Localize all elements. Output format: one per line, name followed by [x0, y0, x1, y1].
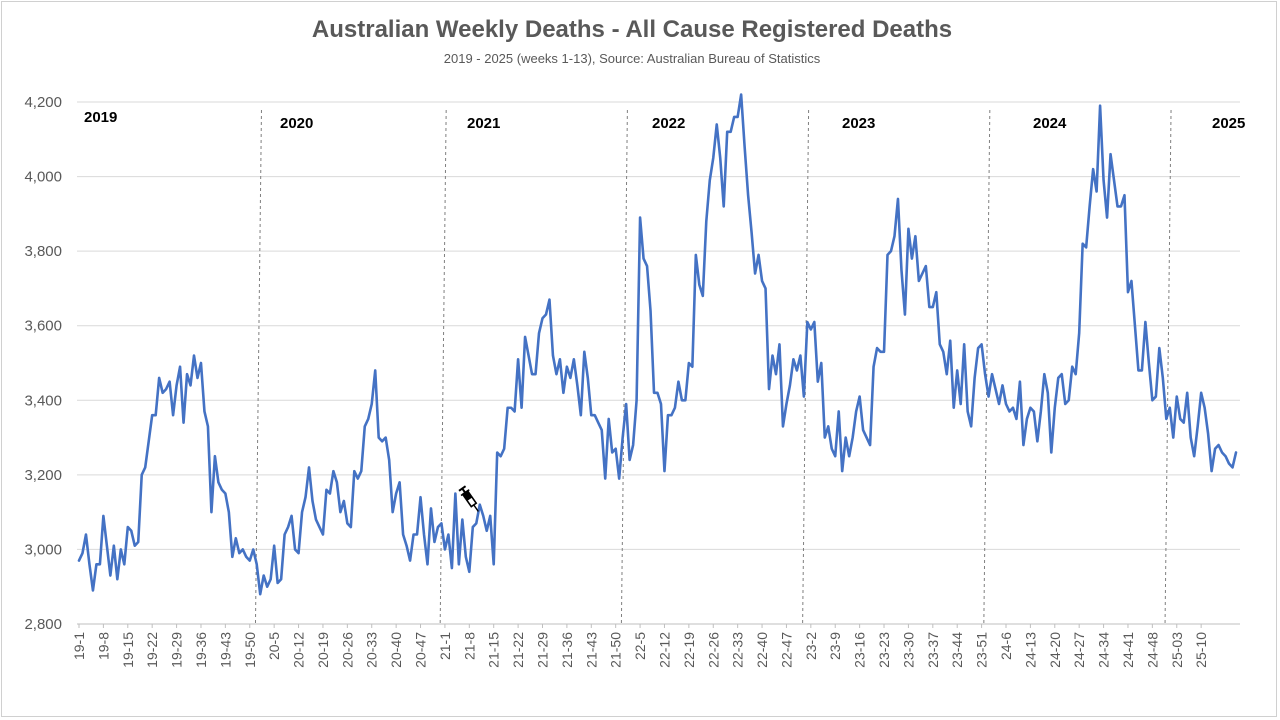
- x-tick-label: 21-43: [583, 632, 599, 668]
- x-tick-label: 24-20: [1047, 632, 1063, 668]
- year-divider: [254, 109, 262, 625]
- syringe-icon: [458, 485, 479, 512]
- y-tick-label: 3,400: [24, 392, 62, 409]
- x-tick-label: 21-1: [437, 632, 453, 660]
- y-tick-label: 3,600: [24, 318, 62, 335]
- x-tick-label: 25-03: [1169, 632, 1185, 668]
- year-divider: [983, 109, 991, 625]
- chart-title: Australian Weekly Deaths - All Cause Reg…: [311, 16, 953, 43]
- x-tick-label: 22-47: [778, 632, 794, 668]
- x-tick-label: 23-16: [852, 632, 868, 668]
- year-label: 2021: [467, 115, 500, 132]
- x-tick-label: 24-27: [1071, 632, 1087, 668]
- x-tick-label: 21-22: [510, 632, 526, 668]
- y-tick-label: 3,800: [24, 243, 62, 260]
- x-tick-label: 22-26: [705, 632, 721, 668]
- x-tick-label: 25-10: [1193, 632, 1209, 668]
- x-tick-label: 19-43: [217, 632, 233, 668]
- x-axis-ticks: 19-1 19-8 19-15 19-22 19-29 19-36 19-43 19-50 20…: [71, 624, 1209, 668]
- year-label: 2023: [842, 115, 875, 132]
- x-tick-label: 20-47: [413, 632, 429, 668]
- year-divider: [439, 109, 447, 625]
- x-tick-label: 21-15: [486, 632, 502, 668]
- y-tick-label: 3,200: [24, 467, 62, 484]
- year-label: 2019: [84, 109, 117, 126]
- x-tick-label: 22-5: [632, 632, 648, 660]
- y-tick-label: 4,200: [24, 94, 62, 111]
- syringe-needle: [473, 504, 479, 512]
- x-tick-label: 20-12: [291, 632, 307, 668]
- x-tick-label: 21-8: [461, 632, 477, 660]
- year-label: 2025: [1212, 115, 1245, 132]
- gridlines: [77, 101, 1240, 625]
- year-divider: [1164, 109, 1172, 625]
- x-tick-label: 24-13: [1022, 632, 1038, 668]
- x-tick-label: 23-23: [876, 632, 892, 668]
- x-tick-label: 24-48: [1144, 632, 1160, 668]
- x-tick-label: 20-19: [315, 632, 331, 668]
- x-tick-label: 21-36: [559, 632, 575, 668]
- year-dividers: [254, 109, 1172, 625]
- x-tick-label: 22-19: [681, 632, 697, 668]
- x-tick-label: 21-50: [608, 632, 624, 668]
- syringe-thumb-rest: [458, 485, 467, 492]
- x-tick-label: 22-40: [754, 632, 770, 668]
- series-line: [77, 93, 1238, 596]
- year-divider: [620, 109, 628, 625]
- x-tick-label: 20-33: [364, 632, 380, 668]
- x-tick-label: 19-8: [95, 632, 111, 660]
- x-tick-label: 24-41: [1120, 632, 1136, 668]
- vaccine-marker-layer: [458, 485, 479, 512]
- x-tick-label: 19-22: [144, 632, 160, 668]
- x-tick-label: 23-2: [803, 632, 819, 660]
- year-divider: [802, 109, 810, 625]
- y-tick-label: 4,000: [24, 169, 62, 186]
- x-tick-label: 23-30: [900, 632, 916, 668]
- x-tick-label: 24-34: [1096, 632, 1112, 668]
- y-tick-label: 3,000: [24, 541, 62, 558]
- x-tick-label: 20-26: [339, 632, 355, 668]
- x-tick-label: 19-29: [169, 632, 185, 668]
- syringe-flange: [460, 489, 470, 497]
- x-tick-label: 23-51: [974, 632, 990, 668]
- year-labels: 2019 2020 2021 2022 2023 2024 2025: [84, 109, 1245, 132]
- year-label: 2024: [1033, 115, 1067, 132]
- x-tick-label: 19-50: [242, 632, 258, 668]
- year-label: 2022: [652, 115, 685, 132]
- y-tick-label: 2,800: [24, 616, 62, 633]
- series-layer: [77, 93, 1238, 596]
- x-tick-label: 23-9: [827, 632, 843, 660]
- chart-subtitle: 2019 - 2025 (weeks 1-13), Source: Austra…: [443, 51, 821, 66]
- year-label: 2020: [280, 115, 313, 132]
- x-tick-label: 20-40: [388, 632, 404, 668]
- y-axis-ticks: 2,800 3,000 3,200 3,400 3,600 3,800 4,000 4,200: [24, 94, 62, 633]
- x-tick-label: 23-37: [925, 632, 941, 668]
- x-tick-label: 19-15: [120, 632, 136, 668]
- x-tick-label: 19-1: [71, 632, 87, 660]
- x-tick-label: 19-36: [193, 632, 209, 668]
- x-tick-label: 22-33: [730, 632, 746, 668]
- x-tick-label: 22-12: [656, 632, 672, 668]
- x-tick-label: 21-29: [534, 632, 550, 668]
- x-tick-label: 23-44: [949, 632, 965, 668]
- x-tick-label: 24-6: [998, 632, 1014, 660]
- x-tick-label: 20-5: [266, 632, 282, 660]
